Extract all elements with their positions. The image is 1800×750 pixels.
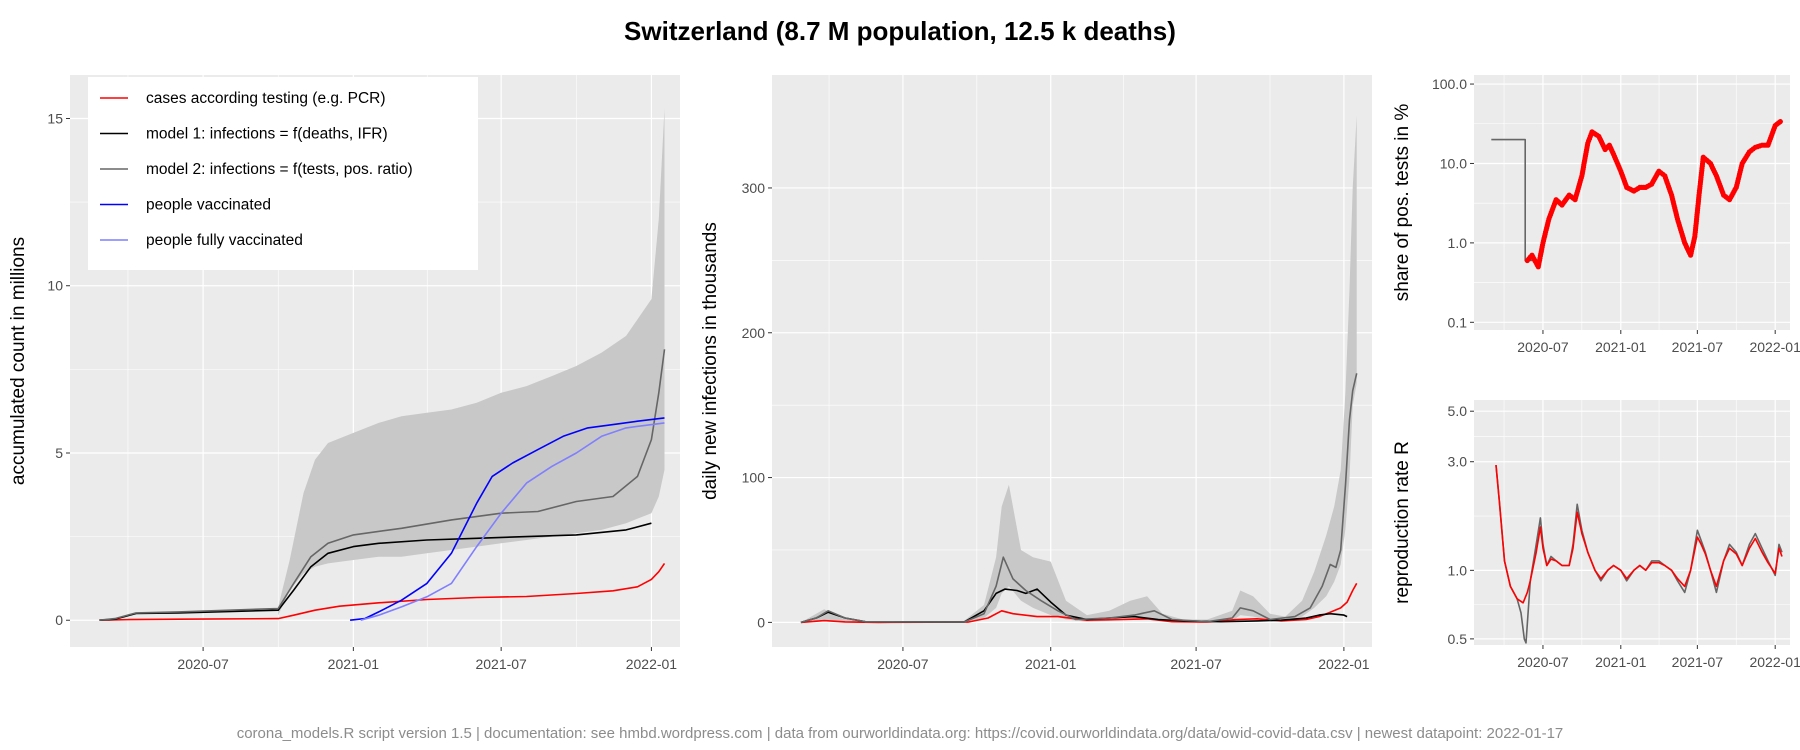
series-line-model-2-infections-f-tests-pos-ratio	[99, 349, 666, 621]
panel-reproduction: 2020-07 2021-01 2021-07 2022-01 0.5 1.0 3.0 5.0…	[1392, 400, 1800, 670]
x-tick-label: 2021-01	[328, 656, 380, 672]
legend-box	[88, 77, 478, 270]
series-line-model-2-infections-f-tests-pos-ratio	[800, 373, 1358, 624]
x-tick-label: 2021-07	[1170, 656, 1222, 672]
y-axis-label: accumulated count in millions	[8, 237, 29, 485]
y-tick-label: 0	[55, 612, 63, 628]
y-tick-label: 300	[742, 180, 766, 196]
panel-positive-share: 2020-07 2021-01 2021-07 2022-01 0.1 1.0 10.0 10…	[1392, 75, 1800, 355]
y-tick-label: 0.1	[1448, 314, 1468, 330]
y-tick-label: 100.0	[1432, 76, 1467, 92]
y-tick-label: 5.0	[1448, 403, 1468, 419]
legend-label: people fully vaccinated	[146, 232, 303, 249]
data-point	[1777, 119, 1783, 125]
x-tick-label: 2020-07	[1517, 654, 1569, 670]
y-axis-label: reproduction rate R	[1392, 441, 1413, 604]
y-axis-label: share of pos. tests in %	[1392, 104, 1413, 302]
x-tick-label: 2020-07	[1517, 339, 1569, 355]
x-tick-label: 2022-01	[1318, 656, 1370, 672]
series-line-cases-according-testing-e-g-pcr	[99, 562, 666, 621]
legend-label: people vaccinated	[146, 197, 271, 214]
y-tick-label: 0	[757, 614, 765, 630]
data-layer	[1491, 119, 1783, 270]
y-tick-label: 15	[47, 110, 63, 126]
y-tick-label: 5	[55, 445, 63, 461]
panel-background	[1474, 75, 1790, 330]
data-layer	[99, 108, 666, 621]
y-tick-label: 1.0	[1448, 235, 1468, 251]
data-layer	[1495, 465, 1783, 644]
x-tick-label: 2022-01	[1749, 339, 1800, 355]
y-tick-label: 3.0	[1448, 454, 1468, 470]
y-tick-label: 10	[47, 278, 63, 294]
y-tick-label: 100	[742, 470, 766, 486]
legend: cases according testing (e.g. PCR) model …	[88, 77, 478, 270]
panel-background	[772, 75, 1372, 647]
legend-label: model 1: infections = f(deaths, IFR)	[146, 126, 388, 143]
series-line-people-fully-vaccinated	[360, 422, 665, 621]
x-tick-label: 2021-07	[1672, 654, 1724, 670]
x-tick-label: 2021-01	[1595, 339, 1647, 355]
x-tick-label: 2021-07	[1672, 339, 1724, 355]
series-line-model-2-infections-f-tests-pos-ratio	[1495, 465, 1783, 644]
legend-label: cases according testing (e.g. PCR)	[146, 90, 386, 107]
y-tick-label: 200	[742, 325, 766, 341]
x-tick-label: 2021-01	[1595, 654, 1647, 670]
legend-label: model 2: infections = f(tests, pos. rati…	[146, 161, 413, 178]
data-layer	[800, 115, 1358, 624]
chart-caption: corona_models.R script version 1.5 | doc…	[236, 725, 1564, 742]
y-tick-label: 1.0	[1448, 562, 1468, 578]
x-tick-label: 2020-07	[877, 656, 929, 672]
y-tick-label: 0.5	[1448, 631, 1468, 647]
panel-background	[1474, 400, 1790, 645]
series-line-people-vaccinated	[350, 417, 665, 621]
x-tick-label: 2022-01	[626, 656, 678, 672]
chart-title: Switzerland (8.7 M population, 12.5 k de…	[624, 16, 1176, 46]
panel-accumulated: 2020-07 2021-01 2021-07 2022-01 0 5 10 15 accumu…	[8, 75, 680, 672]
y-tick-label: 10.0	[1440, 155, 1467, 171]
x-tick-label: 2021-07	[475, 656, 527, 672]
uncertainty-band	[278, 108, 665, 616]
x-tick-label: 2022-01	[1749, 654, 1800, 670]
series-line-cases-according-testing-e-g-pcr	[1495, 465, 1783, 604]
x-tick-label: 2021-01	[1025, 656, 1077, 672]
x-tick-label: 2020-07	[177, 656, 229, 672]
y-axis-label: daily new infections in thousands	[700, 222, 721, 500]
panel-daily: 2020-07 2021-01 2021-07 2022-01 0 100 200 300 da…	[700, 75, 1372, 672]
